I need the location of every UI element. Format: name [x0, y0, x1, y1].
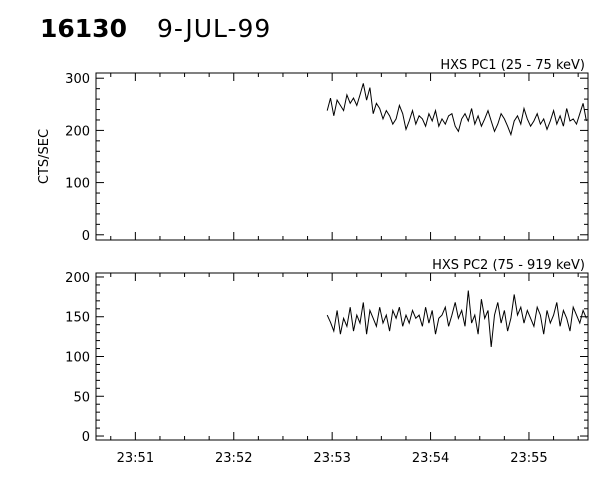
x-tick-label: 23:55	[510, 451, 547, 466]
y-tick-label-1: 200	[65, 124, 90, 139]
y-tick-label-1: 100	[65, 177, 90, 192]
series-line-1	[326, 83, 587, 137]
x-tick-label: 23:52	[215, 451, 252, 466]
y-tick-label-1: 300	[65, 72, 90, 87]
y-tick-label-2: 200	[65, 271, 90, 286]
y-tick-label-2: 50	[73, 390, 90, 405]
x-tick-label: 23:53	[313, 451, 350, 466]
panel-title-2: HXS PC2 (75 - 919 keV)	[432, 258, 585, 273]
y-tick-label-1: 0	[82, 229, 90, 244]
observation-id: 16130	[40, 14, 127, 43]
panel-title-1: HXS PC1 (25 - 75 keV)	[440, 58, 585, 73]
plot-frame-1	[95, 72, 589, 241]
y-tick-label-2: 150	[65, 311, 90, 326]
series-line-2	[326, 290, 587, 348]
x-tick-label: 23:54	[412, 451, 449, 466]
y-tick-label-2: 0	[82, 430, 90, 445]
x-tick-label: 23:51	[117, 451, 154, 466]
y-axis-label: CTS/SEC	[37, 129, 52, 184]
y-tick-label-2: 100	[65, 351, 90, 366]
observation-date: 9-JUL-99	[157, 14, 272, 43]
